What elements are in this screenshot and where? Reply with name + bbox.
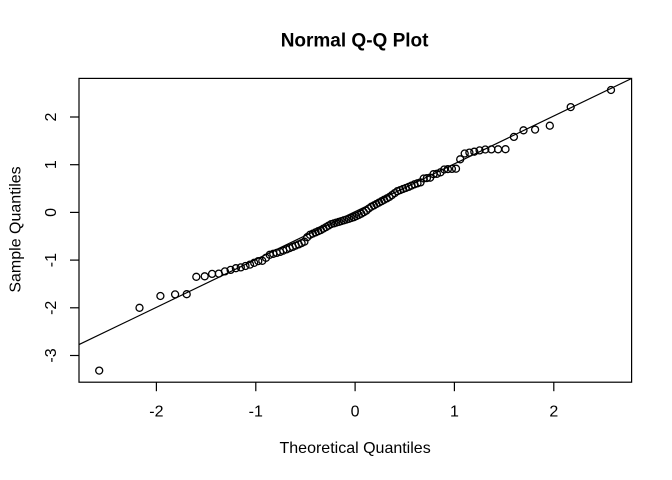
svg-text:0: 0 [43, 208, 60, 217]
svg-text:1: 1 [43, 160, 60, 169]
svg-text:-2: -2 [149, 404, 163, 421]
svg-text:2: 2 [43, 112, 60, 121]
svg-text:2: 2 [549, 404, 558, 421]
svg-text:-1: -1 [249, 404, 263, 421]
svg-text:1: 1 [450, 404, 459, 421]
svg-text:-2: -2 [43, 301, 60, 315]
svg-text:-1: -1 [43, 253, 60, 267]
svg-text:Theoretical Quantiles: Theoretical Quantiles [280, 440, 431, 457]
svg-text:Normal Q-Q Plot: Normal Q-Q Plot [281, 31, 429, 52]
svg-text:0: 0 [351, 404, 360, 421]
svg-text:-3: -3 [43, 348, 60, 362]
svg-text:Sample Quantiles: Sample Quantiles [8, 166, 25, 292]
